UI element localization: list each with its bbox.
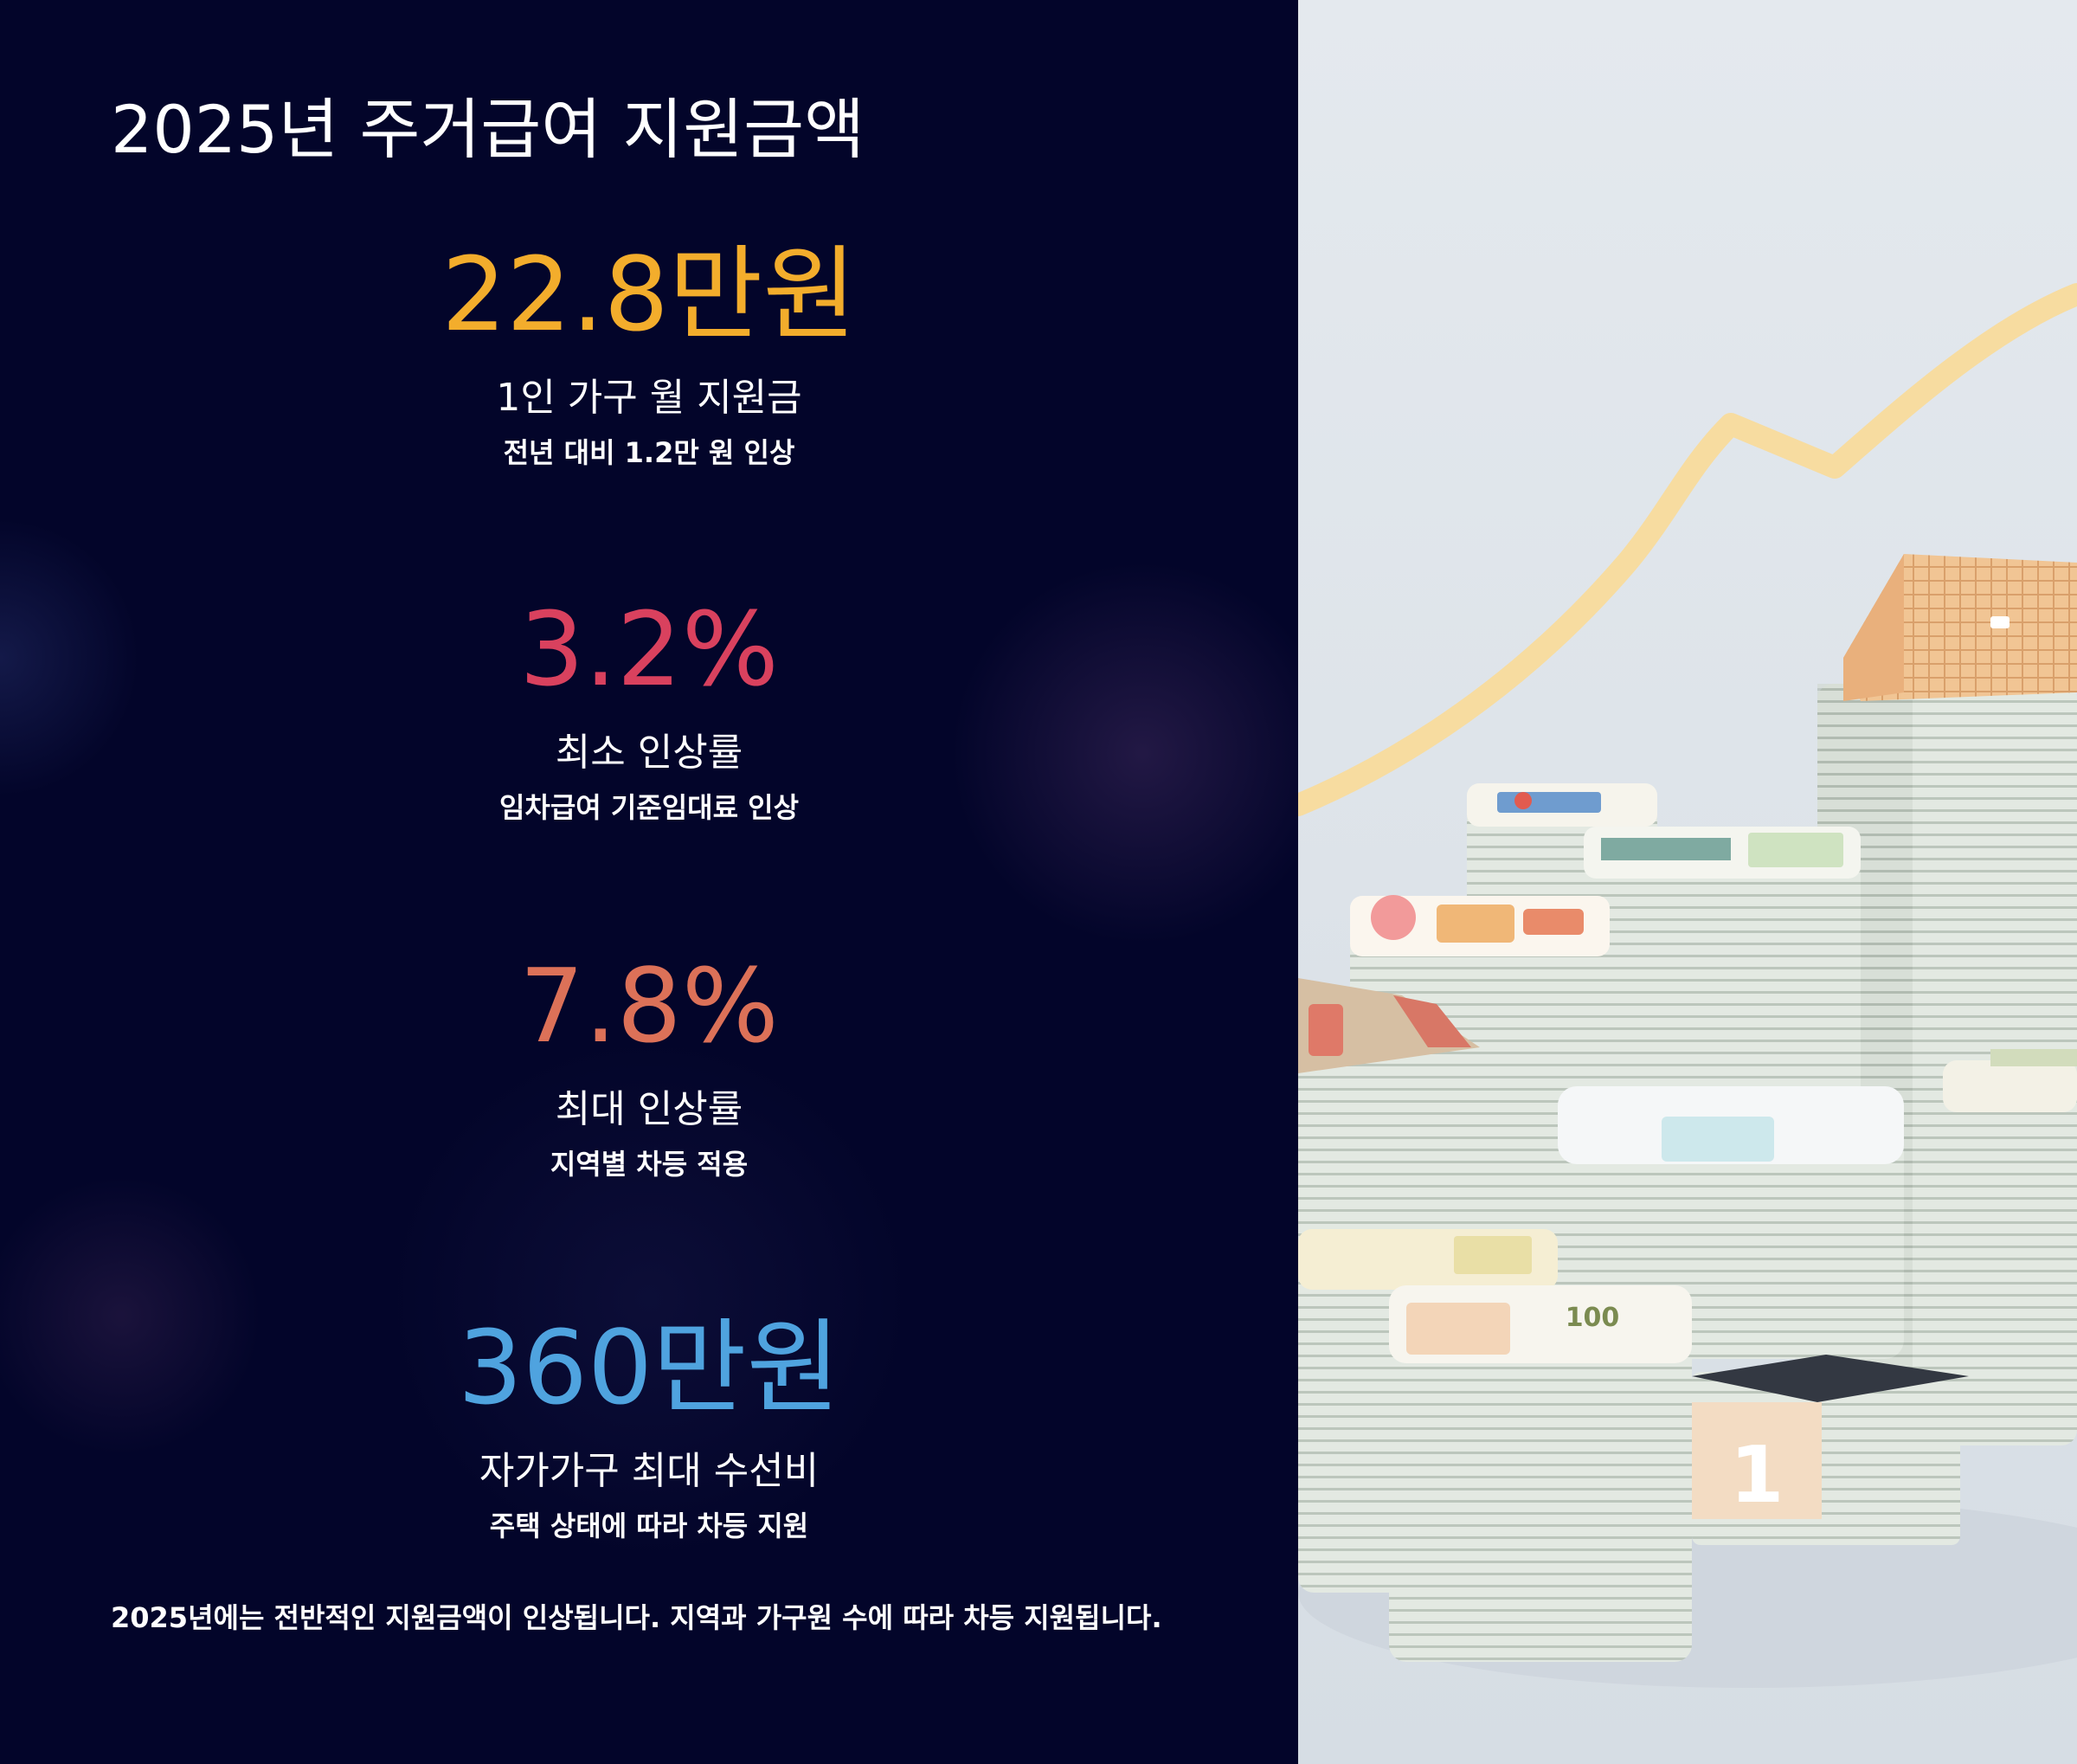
stat-value: 22.8만원	[441, 235, 857, 354]
page-title: 2025년 주거급여 지원금액	[111, 91, 865, 168]
stat-sub: 주택 상태에 따라 차등 지원	[489, 1510, 809, 1542]
money-stack	[1943, 1049, 2077, 1424]
stat-value: 7.8%	[519, 946, 779, 1065]
stat-label: 최소 인상률	[555, 731, 743, 775]
stat-label: 자가가구 최대 수선비	[479, 1449, 820, 1493]
stat-value: 3.2%	[519, 589, 779, 709]
stat-value: 360만원	[457, 1308, 841, 1427]
stat-label: 1인 가구 월 지원금	[496, 376, 802, 420]
stat-repair-cost: 360만원 자가가구 최대 수선비 주택 상태에 따라 차등 지원	[0, 1307, 1298, 1544]
stat-monthly-support: 22.8만원 1인 가구 월 지원금 전년 대비 1.2만 원 인상	[0, 234, 1298, 471]
stat-min-increase: 3.2% 최소 인상률 임차급여 기준임대료 인상	[0, 589, 1298, 826]
money-stacks-illustration: 100 1	[1298, 0, 2077, 1764]
money-stack: 100	[1389, 1285, 1692, 1662]
numbered-block: 1	[1692, 1355, 1969, 1545]
stat-sub: 전년 대비 1.2만 원 인상	[503, 436, 795, 469]
house-number: 1	[1730, 1430, 1784, 1521]
info-panel: 2025년 주거급여 지원금액 22.8만원 1인 가구 월 지원금 전년 대비…	[0, 0, 1298, 1764]
trend-line	[1298, 283, 2077, 816]
footnote: 2025년에는 전반적인 지원금액이 인상됩니다. 지역과 가구원 수에 따라 …	[111, 1601, 1162, 1634]
banknote-label: 100	[1566, 1303, 1620, 1333]
stat-sub: 지역별 차등 적용	[550, 1148, 749, 1181]
stat-max-increase: 7.8% 최대 인상률 지역별 차등 적용	[0, 945, 1298, 1182]
stat-sub: 임차급여 기준임대료 인상	[498, 791, 800, 824]
stat-label: 최대 인상률	[555, 1087, 743, 1131]
